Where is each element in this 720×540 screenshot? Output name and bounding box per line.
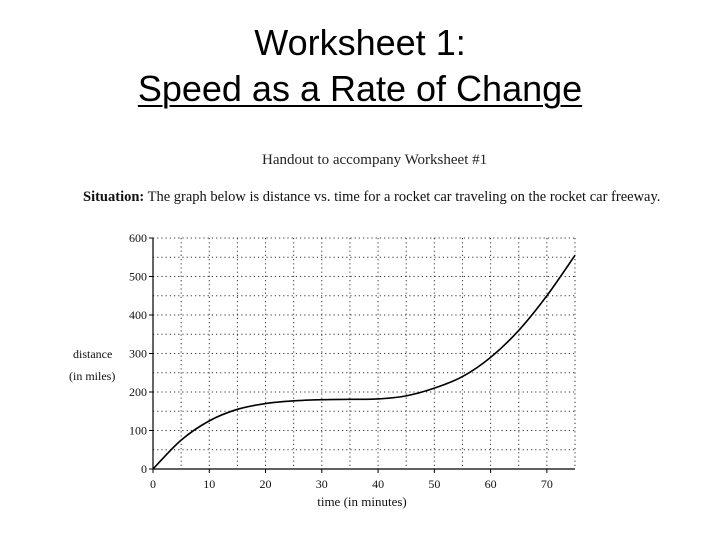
- x-tick-label: 0: [150, 477, 156, 491]
- x-tick-label: 10: [203, 477, 215, 491]
- x-tick-label: 50: [428, 477, 440, 491]
- handout-caption: Handout to accompany Worksheet #1: [262, 152, 488, 168]
- chart-ticks: 0 10 20 30 40 50 60 70 0 100 200 300 400 500 600: [129, 231, 553, 491]
- situation-paragraph: Situation: The graph below is distance v…: [83, 188, 713, 206]
- x-tick-label: 30: [316, 477, 328, 491]
- chart-series: [152, 254, 576, 470]
- slide-title: Worksheet 1: Speed as a Rate of Change: [0, 20, 720, 112]
- y-tick-label: 200: [129, 385, 147, 399]
- situation-text: The graph below is distance vs. time for…: [147, 189, 661, 205]
- distance-curve: [152, 254, 576, 470]
- situation-label: Situation:: [83, 189, 145, 205]
- y-tick-label: 0: [141, 462, 147, 476]
- y-tick-label: 300: [129, 347, 147, 361]
- title-line-2: Speed as a Rate of Change: [137, 68, 583, 109]
- x-tick-label: 60: [485, 477, 497, 491]
- y-tick-label: 500: [129, 270, 147, 284]
- x-tick-label: 70: [541, 477, 553, 491]
- y-axis-units-label: (in miles): [69, 369, 115, 383]
- x-tick-label: 20: [260, 477, 272, 491]
- chart-grid: [153, 237, 576, 469]
- title-line-1: Worksheet 1:: [254, 22, 466, 63]
- y-axis-label: distance: [73, 347, 112, 361]
- y-tick-label: 600: [129, 231, 147, 245]
- x-axis-label: time (in minutes): [317, 494, 407, 509]
- x-tick-label: 40: [372, 477, 384, 491]
- y-tick-label: 100: [129, 424, 147, 438]
- y-tick-label: 400: [129, 308, 147, 322]
